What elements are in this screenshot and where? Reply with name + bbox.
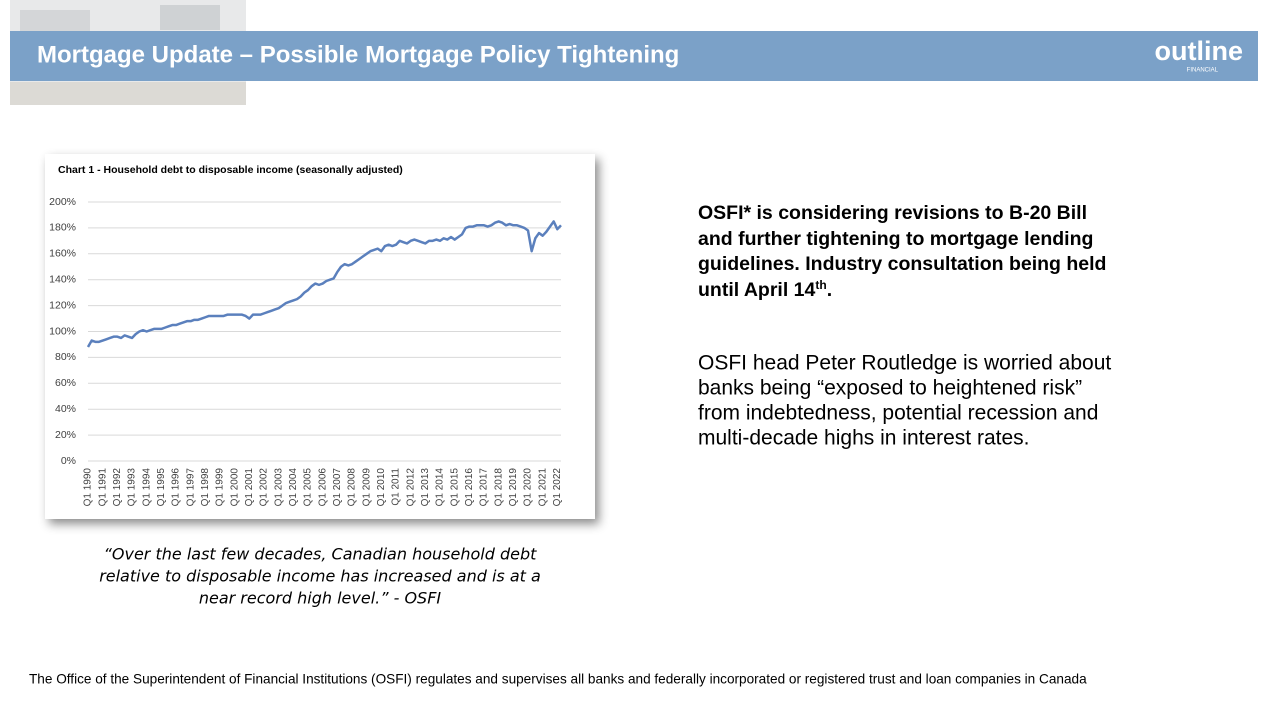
logo: outline [1155,36,1244,66]
y-tick-label: 20% [55,429,76,441]
x-tick-label: Q1 2011 [391,468,402,506]
point-line: guidelines. Industry consultation being … [698,253,1106,275]
x-tick-label: Q1 2002 [259,468,270,507]
x-tick-label: Q1 2003 [273,468,284,507]
point-line: and further tightening to mortgage lendi… [698,228,1093,250]
quote-line: “Over the last few decades, Canadian hou… [104,545,537,564]
y-tick-label: 60% [55,377,76,389]
x-tick-label: Q1 2000 [229,468,240,507]
x-tick-label: Q1 1996 [171,468,182,507]
y-tick-label: 40% [55,403,76,415]
y-tick-label: 80% [55,351,76,363]
x-tick-label: Q1 1990 [83,468,94,507]
point-1: OSFI* is considering revisions to B-20 B… [698,202,1106,301]
y-tick-label: 120% [49,299,76,311]
logo-sub: FINANCIAL [1187,68,1219,74]
x-tick-label: Q1 1995 [156,468,167,507]
header-bar [10,31,1258,81]
point-2: OSFI head Peter Routledge is worried abo… [698,352,1111,450]
y-tick-label: 160% [49,248,76,260]
footer: The Office of the Superintendent of Fina… [29,672,1087,687]
x-tick-label: Q1 2012 [405,468,416,507]
photo-detail [160,5,220,30]
quote-line: relative to disposable income has increa… [99,567,541,586]
x-tick-label: Q1 2009 [361,468,372,507]
x-tick-label: Q1 2013 [420,468,431,507]
x-tick-label: Q1 2001 [244,468,255,507]
x-tick-label: Q1 1993 [127,468,138,507]
y-tick-label: 0% [61,455,76,467]
x-tick-label: Q1 1999 [215,468,226,507]
x-tick-label: Q1 2017 [479,468,490,507]
quote-line: near record high level.” - OSFI [199,589,442,608]
x-tick-label: Q1 1994 [141,468,152,507]
x-tick-label: Q1 1991 [97,468,108,507]
x-tick-label: Q1 2016 [464,468,475,507]
chart: Chart 1 - Household debt to disposable i… [49,164,563,507]
x-tick-label: Q1 2014 [435,468,446,507]
point-text: until April 14 [698,279,816,301]
x-tick-label: Q1 2018 [493,468,504,507]
x-tick-label: Q1 1998 [200,468,211,507]
point-line: multi-decade highs in interest rates. [698,427,1030,450]
header-title: Mortgage Update – Possible Mortgage Poli… [37,41,679,68]
x-tick-label: Q1 2020 [523,468,534,507]
point-line: from indebtedness, potential recession a… [698,402,1098,425]
point-line: until April 14th. [698,278,832,301]
point-line: OSFI head Peter Routledge is worried abo… [698,352,1111,375]
chart-title: Chart 1 - Household debt to disposable i… [58,164,403,176]
x-tick-label: Q1 2022 [552,468,563,507]
point-line: OSFI* is considering revisions to B-20 B… [698,202,1087,224]
superscript: th [815,278,826,292]
x-tick-label: Q1 2006 [317,468,328,507]
chart-frame [45,154,595,519]
x-tick-label: Q1 2008 [347,468,358,507]
y-tick-label: 100% [49,325,76,337]
y-tick-label: 180% [49,222,76,234]
y-tick-label: 200% [49,196,76,208]
x-tick-label: Q1 1997 [185,468,196,507]
x-tick-label: Q1 2004 [288,468,299,507]
x-tick-label: Q1 2007 [332,468,343,507]
point-line: banks being “exposed to heightened risk” [698,377,1082,400]
point-text: . [827,279,832,301]
quote: “Over the last few decades, Canadian hou… [99,545,541,608]
x-tick-label: Q1 2015 [449,468,460,507]
x-tick-label: Q1 2019 [508,468,519,507]
photo-detail [10,82,246,105]
x-tick-label: Q1 2005 [303,468,314,507]
data-line [86,220,562,348]
x-tick-label: Q1 1992 [112,468,123,507]
x-tick-label: Q1 2021 [537,468,548,507]
y-tick-label: 140% [49,273,76,285]
x-tick-label: Q1 2010 [376,468,387,507]
